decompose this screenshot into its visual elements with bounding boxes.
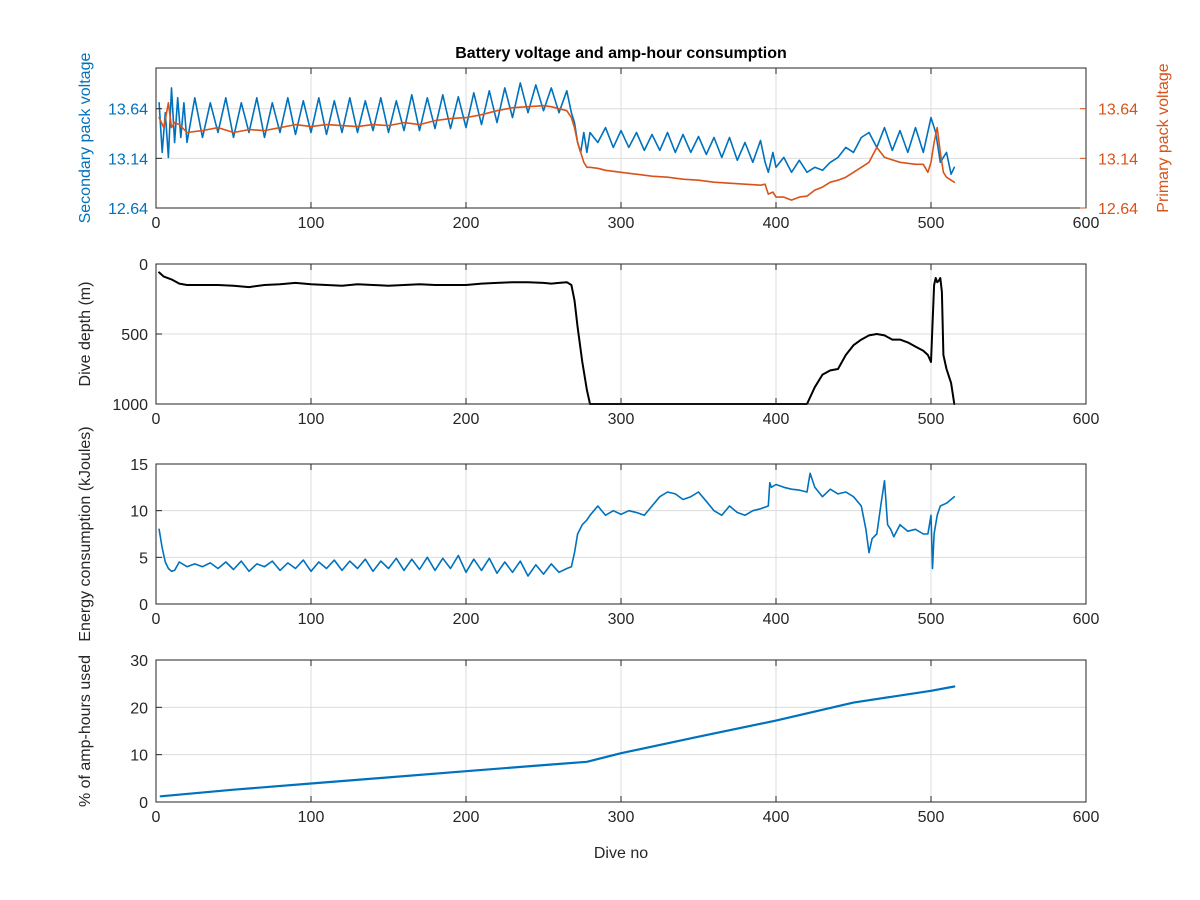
- y-tick-label: 0: [139, 257, 148, 274]
- x-tick-label: 500: [918, 411, 945, 428]
- series-line-secondary-pack: [158, 82, 956, 175]
- y-tick-label: 13.14: [108, 151, 148, 168]
- x-tick-label: 300: [608, 215, 635, 232]
- y-tick-label: 30: [130, 653, 148, 670]
- y-tick-label: 0: [139, 597, 148, 614]
- y-tick-label: 10: [130, 748, 148, 765]
- series-line-primary-pack: [158, 102, 956, 201]
- x-tick-label: 400: [763, 411, 790, 428]
- dive-depth-panel: 0 100 200 300 400 500 600 0 500 1000 Dive depth (m…: [77, 257, 1099, 428]
- y-right-axis-label: Primary pack voltage: [1155, 63, 1172, 212]
- x-tick-label: 400: [763, 611, 790, 628]
- x-tick-label: 100: [298, 809, 325, 826]
- x-tick-label: 400: [763, 809, 790, 826]
- x-tick-label: 300: [608, 411, 635, 428]
- x-tick-label: 100: [298, 611, 325, 628]
- series-line-data: [158, 472, 956, 577]
- x-tick-label: 400: [763, 215, 790, 232]
- y-tick-label: 5: [139, 550, 148, 567]
- y-tick-label: 12.64: [108, 201, 148, 218]
- x-tick-label: 0: [152, 411, 161, 428]
- y-right-tick-label: 12.64: [1098, 201, 1138, 218]
- x-tick-label: 300: [608, 611, 635, 628]
- y-right-tick-label: 13.14: [1098, 151, 1138, 168]
- voltage-panel: 0 100 200 300 400 500 60012.6413.1413.6412.641…: [77, 45, 1172, 232]
- y-tick-label: 1000: [112, 397, 148, 414]
- x-tick-label: 0: [152, 611, 161, 628]
- y-axis-label: Dive depth (m): [77, 282, 94, 387]
- y-tick-label: 13.64: [108, 102, 148, 119]
- x-tick-label: 300: [608, 809, 635, 826]
- x-tick-label: 0: [152, 809, 161, 826]
- y-tick-label: 500: [121, 327, 148, 344]
- amp-hours-panel: 0 100 200 300 400 500 600 0 10 20 30 % of amp-hours…: [77, 653, 1099, 862]
- y-axis-label: Energy consumption (kJoules): [77, 426, 94, 641]
- x-tick-label: 200: [453, 411, 480, 428]
- series-line-data: [159, 685, 956, 798]
- chart-title: Battery voltage and amp-hour consumption: [455, 45, 787, 62]
- x-tick-label: 200: [453, 215, 480, 232]
- x-tick-label: 600: [1073, 611, 1100, 628]
- x-tick-label: 500: [918, 809, 945, 826]
- x-tick-label: 600: [1073, 215, 1100, 232]
- x-tick-label: 100: [298, 411, 325, 428]
- x-tick-label: 500: [918, 611, 945, 628]
- x-tick-label: 0: [152, 215, 161, 232]
- x-tick-label: 200: [453, 611, 480, 628]
- y-tick-label: 15: [130, 457, 148, 474]
- x-tick-label: 100: [298, 215, 325, 232]
- x-tick-label: 600: [1073, 809, 1100, 826]
- y-tick-label: 10: [130, 504, 148, 521]
- energy-consumption-panel: 0 100 200 300 400 500 600 0 5 10 15 Energy consumpt…: [77, 426, 1099, 641]
- x-axis-label: Dive no: [594, 845, 648, 862]
- y-tick-label: 20: [130, 700, 148, 717]
- y-tick-label: 0: [139, 795, 148, 812]
- x-tick-label: 600: [1073, 411, 1100, 428]
- x-tick-label: 200: [453, 809, 480, 826]
- y-axis-label: % of amp-hours used: [77, 655, 94, 807]
- y-axis-label: Secondary pack voltage: [77, 53, 94, 224]
- y-right-tick-label: 13.64: [1098, 102, 1138, 119]
- x-tick-label: 500: [918, 215, 945, 232]
